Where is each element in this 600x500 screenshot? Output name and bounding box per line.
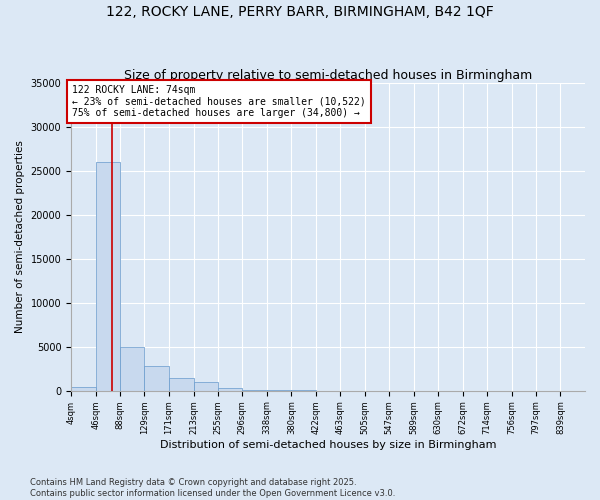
Bar	[194, 382, 218, 390]
Bar	[71, 387, 96, 390]
Text: 122 ROCKY LANE: 74sqm
← 23% of semi-detached houses are smaller (10,522)
75% of : 122 ROCKY LANE: 74sqm ← 23% of semi-deta…	[73, 84, 366, 118]
Y-axis label: Number of semi-detached properties: Number of semi-detached properties	[15, 140, 25, 334]
Bar	[169, 378, 194, 390]
Bar	[145, 366, 169, 390]
Bar	[218, 388, 242, 390]
Text: 122, ROCKY LANE, PERRY BARR, BIRMINGHAM, B42 1QF: 122, ROCKY LANE, PERRY BARR, BIRMINGHAM,…	[106, 5, 494, 19]
Bar	[121, 347, 145, 391]
Bar	[96, 162, 121, 390]
X-axis label: Distribution of semi-detached houses by size in Birmingham: Distribution of semi-detached houses by …	[160, 440, 496, 450]
Title: Size of property relative to semi-detached houses in Birmingham: Size of property relative to semi-detach…	[124, 69, 532, 82]
Text: Contains HM Land Registry data © Crown copyright and database right 2025.
Contai: Contains HM Land Registry data © Crown c…	[30, 478, 395, 498]
